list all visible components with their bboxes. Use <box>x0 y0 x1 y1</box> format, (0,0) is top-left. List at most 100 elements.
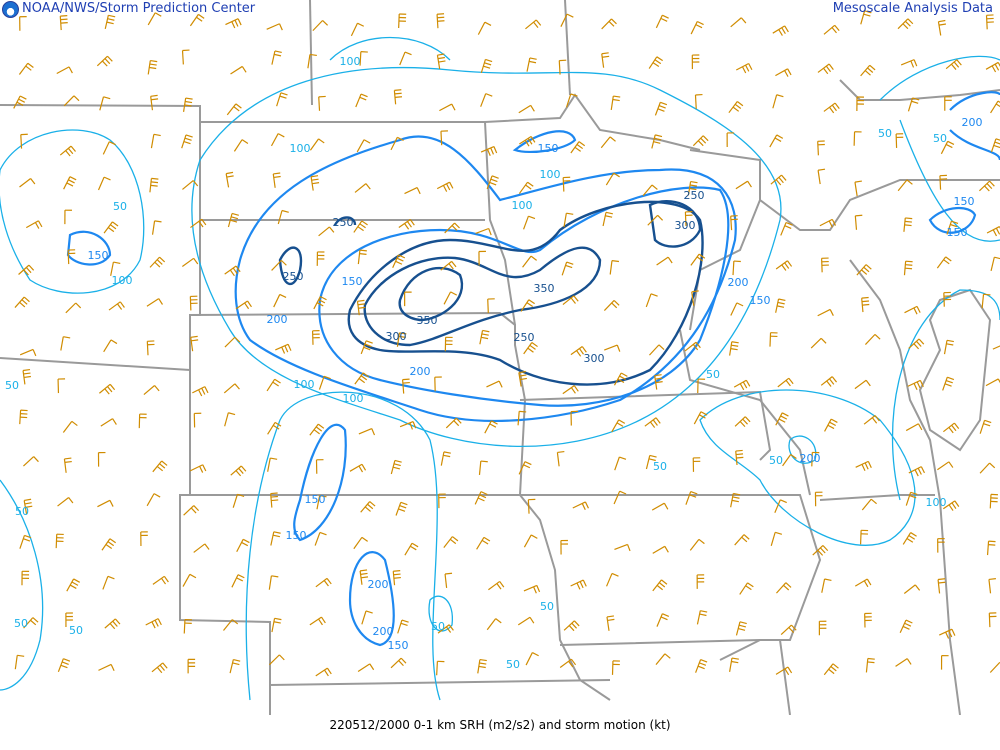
state-border <box>689 149 1000 231</box>
wind-barb <box>444 572 453 589</box>
wind-barb <box>476 536 491 550</box>
wind-barb <box>769 134 784 148</box>
state-border <box>519 390 772 461</box>
wind-barb <box>572 501 589 511</box>
wind-barb <box>902 532 917 545</box>
wind-barb <box>23 617 39 629</box>
wind-barb <box>231 574 245 588</box>
contour-label: 200 <box>368 578 389 591</box>
wind-barb <box>655 653 671 665</box>
wind-barb <box>349 463 367 473</box>
wind-barb <box>518 104 535 114</box>
wind-barb <box>486 175 499 190</box>
wind-barb <box>656 613 670 627</box>
wind-barb <box>523 215 536 230</box>
wind-barb <box>821 257 829 273</box>
wind-barb <box>18 62 34 75</box>
wind-barb <box>819 218 837 228</box>
wind-barb <box>182 573 197 587</box>
wind-barb <box>399 51 412 66</box>
wind-barb <box>223 383 240 394</box>
wind-barb <box>905 423 923 432</box>
wind-barb <box>443 291 458 305</box>
wind-barb <box>183 505 200 516</box>
wind-barb <box>647 214 664 226</box>
wind-barb <box>57 658 71 673</box>
wind-barb <box>146 298 163 307</box>
contour-label: 350 <box>534 282 555 295</box>
wind-barb <box>19 534 32 549</box>
contour-label: 300 <box>386 330 407 343</box>
wind-barb <box>444 336 453 352</box>
wind-barb <box>651 502 669 511</box>
srh-contour-low <box>891 289 1000 501</box>
contour-label: 50 <box>14 617 28 630</box>
wind-barb <box>398 218 415 230</box>
wind-barb <box>979 462 996 474</box>
wind-barb <box>780 624 797 636</box>
wind-barb <box>19 178 36 188</box>
wind-barb <box>149 256 166 268</box>
wind-barb <box>103 221 119 234</box>
contour-label: 100 <box>290 142 311 155</box>
srh-contour-low <box>788 435 817 464</box>
contour-label: 300 <box>584 352 605 365</box>
wind-barb <box>309 616 326 626</box>
contour-label: 100 <box>340 55 361 68</box>
srh-contours <box>0 36 1000 701</box>
wind-barb <box>404 291 412 307</box>
wind-barb <box>946 220 959 235</box>
wind-barb <box>775 68 792 77</box>
wind-barb <box>270 133 285 147</box>
header-left-title: NOAA/NWS/Storm Prediction Center <box>22 1 256 16</box>
contour-label: 150 <box>88 249 109 262</box>
srh-contour-mid <box>348 551 395 647</box>
contour-label: 50 <box>769 454 783 467</box>
wind-barb <box>854 180 862 197</box>
wind-barb <box>818 620 827 636</box>
wind-barb <box>730 215 738 231</box>
wind-barb <box>151 662 168 674</box>
wind-barb <box>307 53 317 69</box>
wind-barb <box>19 348 37 357</box>
wind-barb <box>780 221 793 236</box>
wind-barb <box>355 93 368 108</box>
wind-barb <box>223 619 239 631</box>
wind-barb <box>183 618 192 634</box>
wind-barb <box>359 51 368 66</box>
wind-barb <box>103 339 118 353</box>
wind-barb <box>944 96 952 111</box>
wind-barb <box>102 575 115 590</box>
wind-barb <box>478 460 488 476</box>
contour-label: 150 <box>342 275 363 288</box>
wind-barb <box>656 256 673 266</box>
wind-barb <box>903 217 913 232</box>
wind-barb <box>59 145 76 157</box>
state-borders <box>0 0 1000 715</box>
state-border <box>520 494 822 646</box>
wind-barb <box>856 264 872 276</box>
wind-barb <box>777 377 794 388</box>
wind-barb <box>943 291 952 307</box>
contour-label: 200 <box>800 452 821 465</box>
wind-barb <box>360 340 373 355</box>
wind-barb <box>988 612 997 628</box>
wind-barb <box>315 577 332 588</box>
wind-barb <box>570 141 586 154</box>
wind-barb <box>440 451 451 466</box>
wind-barb <box>687 180 698 196</box>
contour-label: 50 <box>5 379 19 392</box>
wind-barb <box>318 375 331 390</box>
wind-barb <box>395 501 408 516</box>
wind-barb <box>854 379 871 390</box>
srh-contour-low <box>428 595 453 632</box>
wind-barb <box>990 100 1000 114</box>
wind-barb <box>989 661 1000 673</box>
wind-barb <box>311 329 320 345</box>
wind-barb <box>99 96 111 111</box>
wind-barb <box>19 409 28 425</box>
wind-barb <box>97 499 114 508</box>
srh-contour-low <box>191 66 782 448</box>
wind-barb <box>150 94 159 111</box>
wind-barb <box>985 378 1000 387</box>
